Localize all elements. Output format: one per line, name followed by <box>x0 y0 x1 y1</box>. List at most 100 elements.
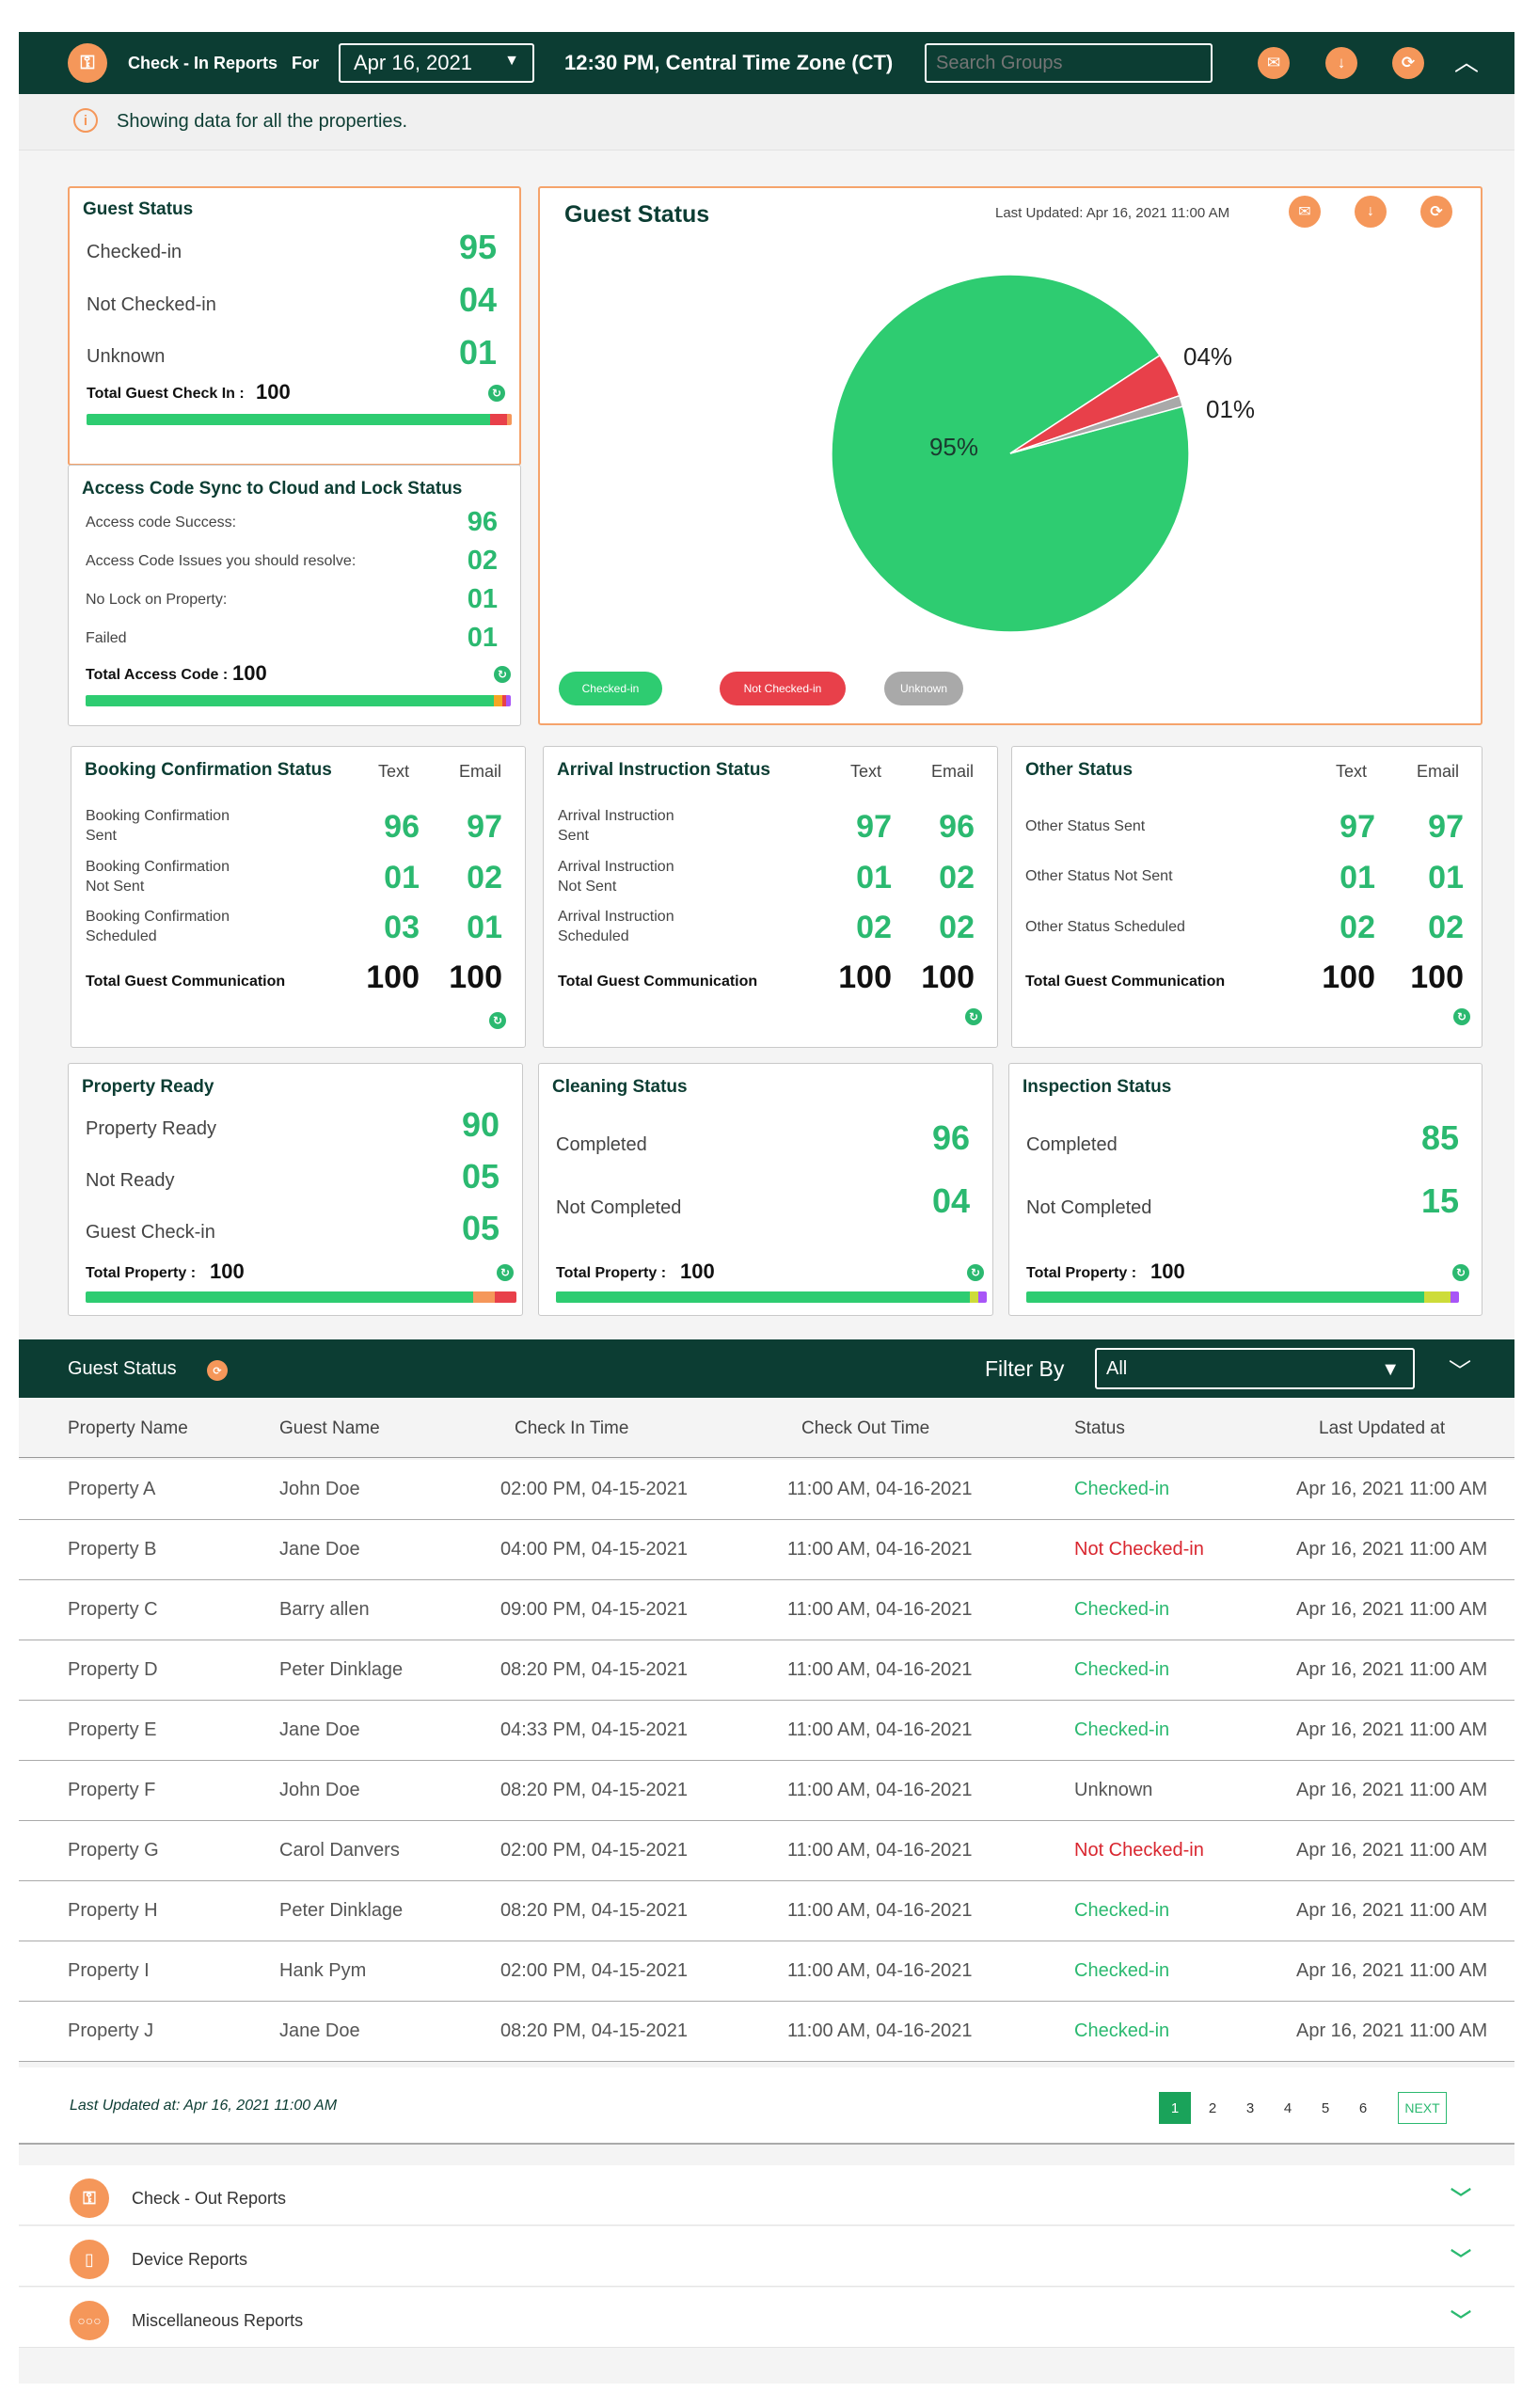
total-label: Total Guest Communication <box>1025 974 1226 990</box>
more-icon: ○○○ <box>70 2301 109 2340</box>
email-value: 02 <box>939 860 975 895</box>
next-page-button[interactable]: NEXT <box>1398 2092 1447 2124</box>
col-header[interactable]: Status <box>1074 1418 1125 1438</box>
cleaning-status-card: Cleaning Status Completed 96 Not Complet… <box>538 1063 993 1316</box>
collapse-chevron-icon[interactable]: ﹀ <box>1449 1359 1471 1385</box>
top-bar: ⚿ Check - In Reports For Apr 16, 2021 ▼ … <box>19 32 1514 94</box>
row-label: Sent <box>86 828 117 844</box>
total-value: 100 <box>680 1259 715 1283</box>
email-icon[interactable]: ✉ <box>1289 196 1321 228</box>
stat-value: 85 <box>1420 1118 1459 1157</box>
email-total: 100 <box>1410 959 1464 995</box>
status-cell: Checked-in <box>1074 1719 1170 1740</box>
refresh-icon[interactable]: ↻ <box>1453 1008 1470 1025</box>
status-cell: Checked-in <box>1074 1599 1170 1620</box>
refresh-icon[interactable]: ↻ <box>967 1264 984 1281</box>
guest-name-cell: Jane Doe <box>279 2020 360 2041</box>
pie-slice-checked-in[interactable] <box>831 274 1190 633</box>
table-row[interactable]: Property I Hank Pym 02:00 PM, 04-15-2021 11… <box>19 1941 1514 2002</box>
refresh-icon[interactable]: ↻ <box>489 1012 506 1029</box>
page-2-button[interactable]: 2 <box>1208 2099 1217 2116</box>
check-out-cell: 11:00 AM, 04-16-2021 <box>787 1780 973 1800</box>
stat-value: 15 <box>1420 1181 1459 1220</box>
text-total: 100 <box>366 959 420 995</box>
table-row[interactable]: Property H Peter Dinklage 08:20 PM, 04-15-… <box>19 1881 1514 1941</box>
table-row[interactable]: Property E Jane Doe 04:33 PM, 04-15-2021 11… <box>19 1701 1514 1761</box>
check-out-cell: 11:00 AM, 04-16-2021 <box>787 1659 973 1680</box>
search-input[interactable] <box>927 52 1199 74</box>
legend-checked-in[interactable]: Checked-in <box>559 672 662 705</box>
guest-name-cell: John Doe <box>279 1780 360 1800</box>
table-header-row: Property Name Guest Name Check In Time C… <box>19 1398 1514 1458</box>
collapse-chevron-icon[interactable]: ︿ <box>1454 48 1480 76</box>
row-label: Not Sent <box>558 879 617 895</box>
total-label: Total Property : <box>556 1265 667 1281</box>
card-title: Access Code Sync to Cloud and Lock Statu… <box>82 479 463 499</box>
property-name-cell: Property E <box>68 1719 157 1740</box>
chevron-down-icon: ﹀ <box>1451 2187 1472 2210</box>
legend-unknown[interactable]: Unknown <box>884 672 963 705</box>
download-icon[interactable]: ↓ <box>1325 47 1357 79</box>
refresh-icon[interactable]: ⟳ <box>1392 47 1424 79</box>
refresh-icon[interactable]: ↻ <box>494 666 511 683</box>
check-in-cell: 02:00 PM, 04-15-2021 <box>500 1479 689 1499</box>
col-header[interactable]: Last Updated at <box>1319 1418 1446 1438</box>
chevron-down-icon: ▼ <box>504 53 519 69</box>
stat-label: Failed <box>86 630 127 646</box>
last-updated-cell: Apr 16, 2021 11:00 AM <box>1296 2020 1488 2041</box>
stat-label: Completed <box>1026 1134 1118 1155</box>
filter-value: All <box>1106 1357 1128 1379</box>
last-updated-cell: Apr 16, 2021 11:00 AM <box>1296 1719 1488 1740</box>
total-label: Total Property : <box>86 1265 197 1281</box>
filter-dropdown[interactable]: All ▼ <box>1095 1348 1415 1389</box>
page-3-button[interactable]: 3 <box>1245 2099 1255 2116</box>
stat-value: 05 <box>461 1157 499 1196</box>
table-row[interactable]: Property G Carol Danvers 02:00 PM, 04-15-2… <box>19 1821 1514 1881</box>
stat-label: Access Code Issues you should resolve: <box>86 553 357 569</box>
date-selector[interactable]: Apr 16, 2021 ▼ <box>339 43 534 83</box>
accordion-device-reports[interactable]: ▯ Device Reports ﹀ <box>19 2226 1514 2287</box>
email-icon[interactable]: ✉ <box>1258 47 1290 79</box>
check-out-cell: 11:00 AM, 04-16-2021 <box>787 1719 973 1740</box>
refresh-icon[interactable]: ⟳ <box>1420 196 1452 228</box>
info-banner: i Showing data for all the properties. <box>19 94 1514 150</box>
page-5-button[interactable]: 5 <box>1321 2099 1330 2116</box>
check-out-cell: 11:00 AM, 04-16-2021 <box>787 1479 973 1499</box>
accordion-miscellaneous-reports[interactable]: ○○○ Miscellaneous Reports ﹀ <box>19 2288 1514 2348</box>
col-header[interactable]: Check Out Time <box>801 1418 930 1438</box>
check-in-cell: 02:00 PM, 04-15-2021 <box>500 1960 689 1981</box>
stat-value: 96 <box>931 1118 970 1157</box>
row-label: Booking Confirmation <box>86 808 230 824</box>
refresh-icon[interactable]: ↻ <box>1452 1264 1469 1281</box>
refresh-icon[interactable]: ↻ <box>488 385 505 402</box>
table-row[interactable]: Property F John Doe 08:20 PM, 04-15-2021 11… <box>19 1761 1514 1821</box>
refresh-icon[interactable]: ↻ <box>965 1008 982 1025</box>
accordion-checkout-reports[interactable]: ⚿ Check - Out Reports ﹀ <box>19 2165 1514 2226</box>
table-row[interactable]: Property C Barry allen 09:00 PM, 04-15-202… <box>19 1580 1514 1640</box>
refresh-icon[interactable]: ⟳ <box>207 1360 228 1381</box>
col-header[interactable]: Property Name <box>68 1418 188 1438</box>
check-out-cell: 11:00 AM, 04-16-2021 <box>787 1840 973 1861</box>
legend-not-checked-in[interactable]: Not Checked-in <box>720 672 846 705</box>
row-label: Scheduled <box>558 928 629 944</box>
table-row[interactable]: Property A John Doe 02:00 PM, 04-15-2021 11… <box>19 1460 1514 1520</box>
stat-label: Unknown <box>87 346 166 367</box>
pie-slice-unknown[interactable] <box>1009 394 1184 454</box>
page-4-button[interactable]: 4 <box>1283 2099 1292 2116</box>
guest-status-card: Guest Status Checked-in 95 Not Checked-i… <box>68 186 521 466</box>
table-row[interactable]: Property D Peter Dinklage 08:20 PM, 04-15-… <box>19 1640 1514 1701</box>
total-label: Total Guest Check In : <box>87 386 245 402</box>
download-icon[interactable]: ↓ <box>1355 196 1387 228</box>
page-1-button[interactable]: 1 <box>1159 2092 1191 2124</box>
table-row[interactable]: Property B Jane Doe 04:00 PM, 04-15-2021 11… <box>19 1520 1514 1580</box>
property-name-cell: Property A <box>68 1479 156 1499</box>
col-header[interactable]: Check In Time <box>515 1418 629 1438</box>
col-header[interactable]: Guest Name <box>279 1418 380 1438</box>
search-groups-field[interactable] <box>925 43 1213 83</box>
table-row[interactable]: Property J Jane Doe 08:20 PM, 04-15-2021 11… <box>19 2002 1514 2062</box>
page-6-button[interactable]: 6 <box>1358 2099 1368 2116</box>
row-label: Sent <box>558 828 589 844</box>
refresh-icon[interactable]: ↻ <box>497 1264 514 1281</box>
stat-value: 01 <box>467 623 498 653</box>
stat-value: 90 <box>461 1105 499 1144</box>
